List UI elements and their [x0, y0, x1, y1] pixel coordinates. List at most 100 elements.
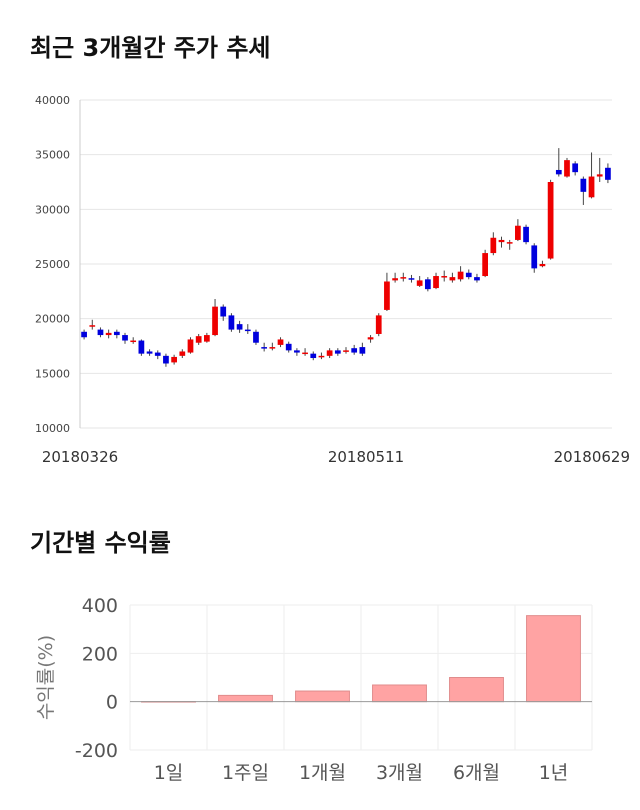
- x-tick-label: 1주일: [222, 762, 269, 784]
- candle-body: [195, 336, 202, 343]
- y-tick-label: -200: [75, 740, 118, 762]
- price-chart-title: 최근 3개월간 주가 추세: [30, 34, 271, 62]
- candlestick: [498, 236, 505, 248]
- candlestick: [605, 163, 611, 184]
- candle-body: [572, 163, 579, 173]
- candlestick: [555, 148, 562, 177]
- candlestick: [171, 354, 177, 365]
- candle-body: [392, 278, 398, 281]
- candle-body: [228, 315, 235, 330]
- y-tick-label: 10000: [35, 422, 70, 435]
- candle-body: [457, 271, 464, 280]
- candle-body: [310, 353, 317, 359]
- return-bar: [449, 677, 504, 703]
- candle-body: [179, 351, 186, 356]
- x-tick-label: 6개월: [453, 762, 500, 784]
- y-tick-label: 35000: [35, 149, 70, 162]
- candle-body: [343, 350, 349, 352]
- candlestick: [302, 348, 308, 356]
- candle-body: [294, 350, 300, 353]
- candle-body: [163, 355, 169, 364]
- candlestick: [416, 276, 423, 287]
- candlestick: [506, 239, 513, 250]
- candle-body: [97, 329, 104, 336]
- candle-body: [564, 160, 570, 177]
- candle-body: [130, 340, 137, 343]
- candlestick: [400, 272, 407, 282]
- candlestick: [351, 344, 358, 355]
- candlestick: [572, 161, 579, 176]
- candlestick: [326, 348, 333, 359]
- candle-body: [277, 339, 284, 345]
- candle-body: [138, 340, 145, 354]
- candle-body: [490, 237, 497, 254]
- candle-body: [547, 182, 554, 259]
- candlestick: [474, 273, 480, 283]
- candle-body: [375, 315, 382, 334]
- candle-body: [605, 167, 611, 180]
- candle-body: [302, 352, 308, 355]
- candlestick: [244, 324, 251, 334]
- candle-body: [285, 343, 292, 351]
- candlestick: [523, 224, 529, 245]
- candle-body: [261, 347, 268, 349]
- candle-body: [474, 277, 480, 281]
- candlestick: [195, 333, 202, 345]
- candlestick: [187, 337, 194, 354]
- candlestick: [392, 272, 398, 283]
- candlestick: [343, 347, 349, 354]
- candlestick: [367, 335, 374, 343]
- y-tick-label: 40000: [35, 94, 70, 107]
- candle-body: [416, 280, 423, 286]
- candle-body: [408, 278, 415, 280]
- candle-body: [531, 245, 538, 269]
- period-return-chart: -200 0 200 400 1일 1주일 1개월 3개월 6개월 1년 수익률(%): [35, 595, 593, 784]
- candlestick: [89, 319, 96, 330]
- candle-body: [220, 306, 227, 317]
- candlestick: [122, 332, 128, 344]
- candle-body: [351, 348, 358, 353]
- candle-body: [384, 281, 390, 310]
- candlestick: [359, 342, 366, 356]
- candle-body: [236, 324, 243, 330]
- y-tick-label: 25000: [35, 258, 70, 271]
- candlestick: [81, 329, 87, 340]
- return-bar: [526, 615, 581, 703]
- candlestick: [138, 339, 145, 356]
- candle-body: [154, 352, 161, 356]
- candlestick: [212, 298, 218, 337]
- candlestick: [318, 352, 325, 360]
- candlestick: [277, 337, 284, 348]
- x-tick-label: 20180511: [328, 448, 404, 466]
- candlestick: [179, 349, 186, 359]
- price-trend-chart: 10000 15000 20000 25000 30000 35000 40000 20180…: [35, 94, 630, 466]
- candle-body: [187, 339, 194, 353]
- candle-body: [515, 225, 521, 240]
- candlestick: [588, 152, 595, 199]
- candlestick: [146, 349, 153, 356]
- candle-body: [81, 331, 87, 338]
- candle-body: [105, 332, 112, 336]
- y-tick-label: 400: [82, 595, 118, 617]
- candle-body: [424, 279, 431, 290]
- candle-body: [318, 355, 325, 358]
- candle-body: [146, 351, 153, 354]
- candle-body: [89, 325, 96, 327]
- candlestick: [384, 272, 390, 312]
- return-chart-title: 기간별 수익률: [30, 529, 171, 557]
- candle-body: [482, 253, 489, 277]
- candle-body: [433, 276, 439, 289]
- candlestick: [269, 342, 276, 351]
- candle-body: [539, 264, 546, 267]
- candlestick: [105, 329, 112, 339]
- x-tick-label: 1개월: [299, 762, 346, 784]
- x-tick-label: 3개월: [376, 762, 423, 784]
- candlestick: [228, 313, 235, 332]
- candlestick: [515, 219, 521, 242]
- candle-body: [359, 347, 366, 354]
- candle-body: [367, 337, 374, 340]
- candle-body: [441, 276, 448, 278]
- candle-body: [113, 331, 120, 336]
- y-axis-label: 수익률(%): [35, 635, 57, 720]
- candlestick: [253, 329, 259, 345]
